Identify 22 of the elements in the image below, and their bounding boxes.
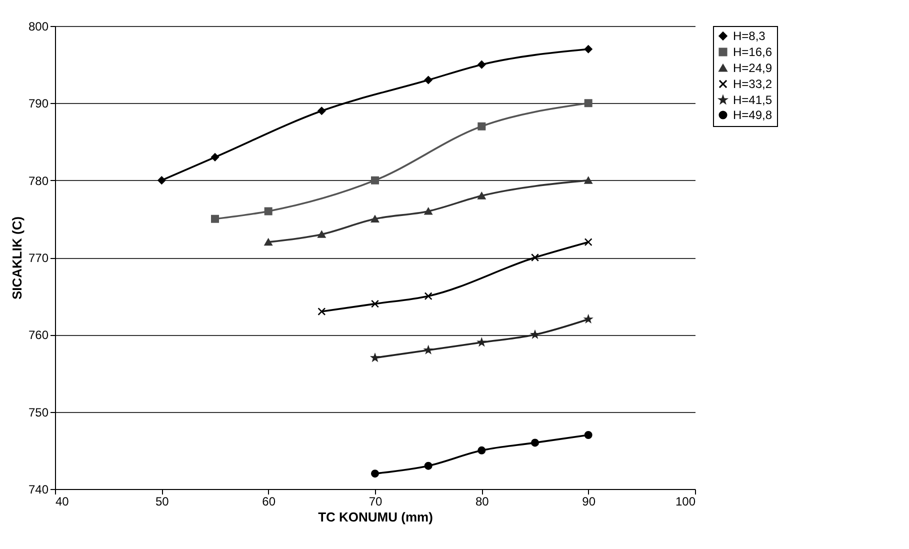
legend-label: H=24,9 — [733, 61, 772, 75]
y-tick-label: 790 — [28, 96, 49, 111]
x-tick-label: 70 — [368, 494, 382, 508]
y-axis-title: SICAKLIK (C) — [9, 216, 24, 300]
y-tick-label: 780 — [28, 174, 49, 188]
y-tick-label: 760 — [28, 328, 49, 342]
y-tick-label: 800 — [28, 20, 49, 34]
x-tick-label: 40 — [56, 494, 70, 508]
legend-label: H=16,6 — [733, 45, 772, 59]
y-tick-label: 740 — [28, 482, 49, 496]
legend-label: H=49,8 — [733, 108, 772, 122]
x-tick-label: 80 — [475, 494, 490, 508]
x-axis-title: TC KONUMU (mm) — [318, 510, 433, 524]
x-tick-label: 100 — [675, 494, 696, 508]
legend-label: H=8,3 — [733, 29, 766, 43]
legend-label: H=33,2 — [733, 77, 772, 91]
x-tick-label: 90 — [582, 494, 596, 508]
legend-label: H=41,5 — [733, 93, 772, 107]
y-tick-label: 750 — [28, 405, 49, 420]
y-tick-label: 770 — [28, 251, 49, 265]
x-tick-label: 60 — [262, 494, 276, 508]
x-tick-label: 50 — [155, 494, 170, 508]
